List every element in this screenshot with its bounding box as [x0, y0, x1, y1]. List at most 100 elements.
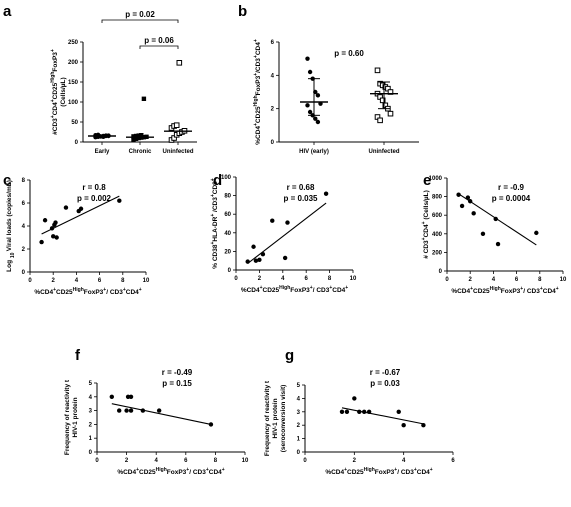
data-point: [480, 231, 486, 236]
x-tick-label: 0: [445, 277, 449, 283]
y-axis-label: (seroconversion visit): [280, 385, 287, 453]
x-tick-label: 8: [328, 276, 332, 282]
data-point: [253, 258, 259, 263]
data-point: [305, 103, 310, 108]
y-axis-label: %CD4+CD25HighFoxP3+/CD3+CD4+: [253, 39, 262, 145]
chart-title: r = 0.68: [287, 183, 315, 192]
y-tick-label: 800: [432, 195, 443, 201]
x-tick-label: 2: [258, 276, 262, 282]
x-tick-label: 4: [492, 277, 496, 283]
data-point: [401, 423, 406, 428]
data-point: [117, 408, 122, 413]
category-label: Uninfected: [368, 149, 399, 155]
y-tick-label: 50: [71, 120, 78, 126]
x-tick-label: 6: [515, 277, 519, 283]
y-tick-label: 4: [271, 73, 275, 79]
y-axis-label: Log 10 Viral loads (copies/mL): [6, 180, 16, 272]
y-axis-label: % CD38+HLA-DR+ /CD3+CD8+: [210, 178, 219, 269]
x-axis-label: %CD4+CD25HighFoxP3+/ CD3+CD4+: [241, 285, 348, 294]
data-point: [133, 136, 139, 141]
x-tick-label: 0: [28, 278, 32, 284]
x-tick-label: 6: [305, 276, 309, 282]
y-tick-label: 3: [297, 410, 301, 416]
y-tick-label: 1: [297, 437, 301, 443]
bracket-label: p = 0.06: [144, 36, 174, 45]
data-point: [42, 218, 48, 223]
data-point: [257, 257, 262, 262]
data-point: [251, 244, 256, 249]
data-point: [282, 255, 288, 261]
data-point: [124, 408, 129, 413]
x-tick-label: 2: [125, 458, 129, 464]
y-tick-label: 60: [224, 212, 231, 218]
category-label: Chronic: [129, 149, 152, 155]
y-tick-label: 600: [432, 213, 443, 219]
category-label: Uninfected: [162, 149, 193, 155]
y-tick-label: 1: [89, 436, 93, 442]
x-tick-label: 8: [214, 458, 218, 464]
y-tick-label: 2: [89, 422, 93, 428]
panel-label: a: [3, 3, 12, 20]
y-tick-label: 200: [68, 60, 79, 66]
y-axis-label: HIV-1 protein: [272, 398, 279, 438]
y-tick-label: 4: [297, 396, 301, 402]
x-tick-label: 4: [402, 458, 406, 464]
chart-title: r = -0.49: [162, 368, 193, 377]
x-tick-label: 10: [560, 277, 567, 283]
x-tick-label: 8: [121, 278, 125, 284]
data-point: [176, 60, 183, 66]
data-point: [387, 110, 394, 117]
data-point: [315, 93, 321, 98]
y-tick-label: 0: [297, 450, 301, 456]
y-tick-label: 2: [22, 247, 26, 253]
panel-d: d 0 20 40 60 80 100% CD38+HLA-DR+ /CD3+CD8+ 0 2 4…: [210, 172, 357, 294]
chart-title: p = 0.60: [334, 49, 364, 58]
panel-label: e: [423, 172, 431, 189]
chart-subtitle: p = 0.002: [77, 194, 112, 203]
panel-label: g: [285, 347, 294, 364]
data-point: [109, 394, 115, 399]
y-tick-label: 4: [22, 224, 26, 230]
chart-subtitle: p = 0.035: [283, 194, 318, 203]
y-tick-label: 100: [68, 100, 79, 106]
data-point: [136, 133, 141, 138]
y-tick-label: 8: [22, 178, 26, 184]
panel-c: c 0 2 4 6 8 Log 10 Viral loads (copies/mL) 0 2 4 6…: [3, 172, 150, 296]
y-axis-label: # CD3+CD4+ (Cells/µL): [421, 190, 430, 259]
chart-title: r = -0.67: [370, 368, 401, 377]
data-point: [117, 198, 122, 203]
data-point: [141, 96, 147, 101]
panel-label: c: [3, 172, 11, 189]
y-axis-label: HIV-1 protein: [72, 397, 79, 437]
y-tick-label: 0: [89, 450, 93, 456]
data-point: [313, 116, 318, 121]
chart-subtitle: p = 0.0004: [492, 194, 531, 203]
data-point: [471, 211, 476, 216]
data-point: [173, 122, 180, 129]
y-tick-label: 0: [439, 269, 443, 275]
chart-subtitle: p = 0.15: [162, 379, 192, 388]
data-point: [139, 133, 144, 138]
panel-e: e 0 200 400 600 800 1000 # CD3+CD4+ (Cells/µL) 0…: [421, 172, 567, 295]
y-tick-label: 0: [22, 270, 26, 276]
y-tick-label: 400: [432, 232, 443, 238]
data-point: [285, 220, 290, 225]
x-tick-label: 8: [538, 277, 542, 283]
y-tick-label: 2: [297, 423, 301, 429]
panel-label: d: [213, 172, 222, 189]
regression-line: [41, 195, 120, 235]
category-label: Early: [95, 149, 110, 155]
significance-bracket: [101, 19, 179, 23]
bracket-label: p = 0.02: [125, 10, 155, 19]
panel-f: f 0 1 2 3 4 5 Frequency of reactivity t HIV-1 p…: [64, 347, 249, 476]
data-point: [51, 234, 56, 239]
y-tick-label: 6: [22, 201, 26, 207]
x-tick-label: 2: [52, 278, 56, 284]
data-point: [459, 203, 465, 209]
x-axis-label: %CD4+CD25HighFoxP3+/ CD3+CD4+: [34, 287, 141, 296]
x-axis-label: %CD4+CD25HighFoxP3+/ CD3+CD4+: [117, 467, 224, 476]
data-point: [128, 394, 134, 399]
x-tick-label: 4: [155, 458, 159, 464]
panel-label: b: [238, 3, 247, 20]
x-tick-label: 2: [353, 458, 357, 464]
